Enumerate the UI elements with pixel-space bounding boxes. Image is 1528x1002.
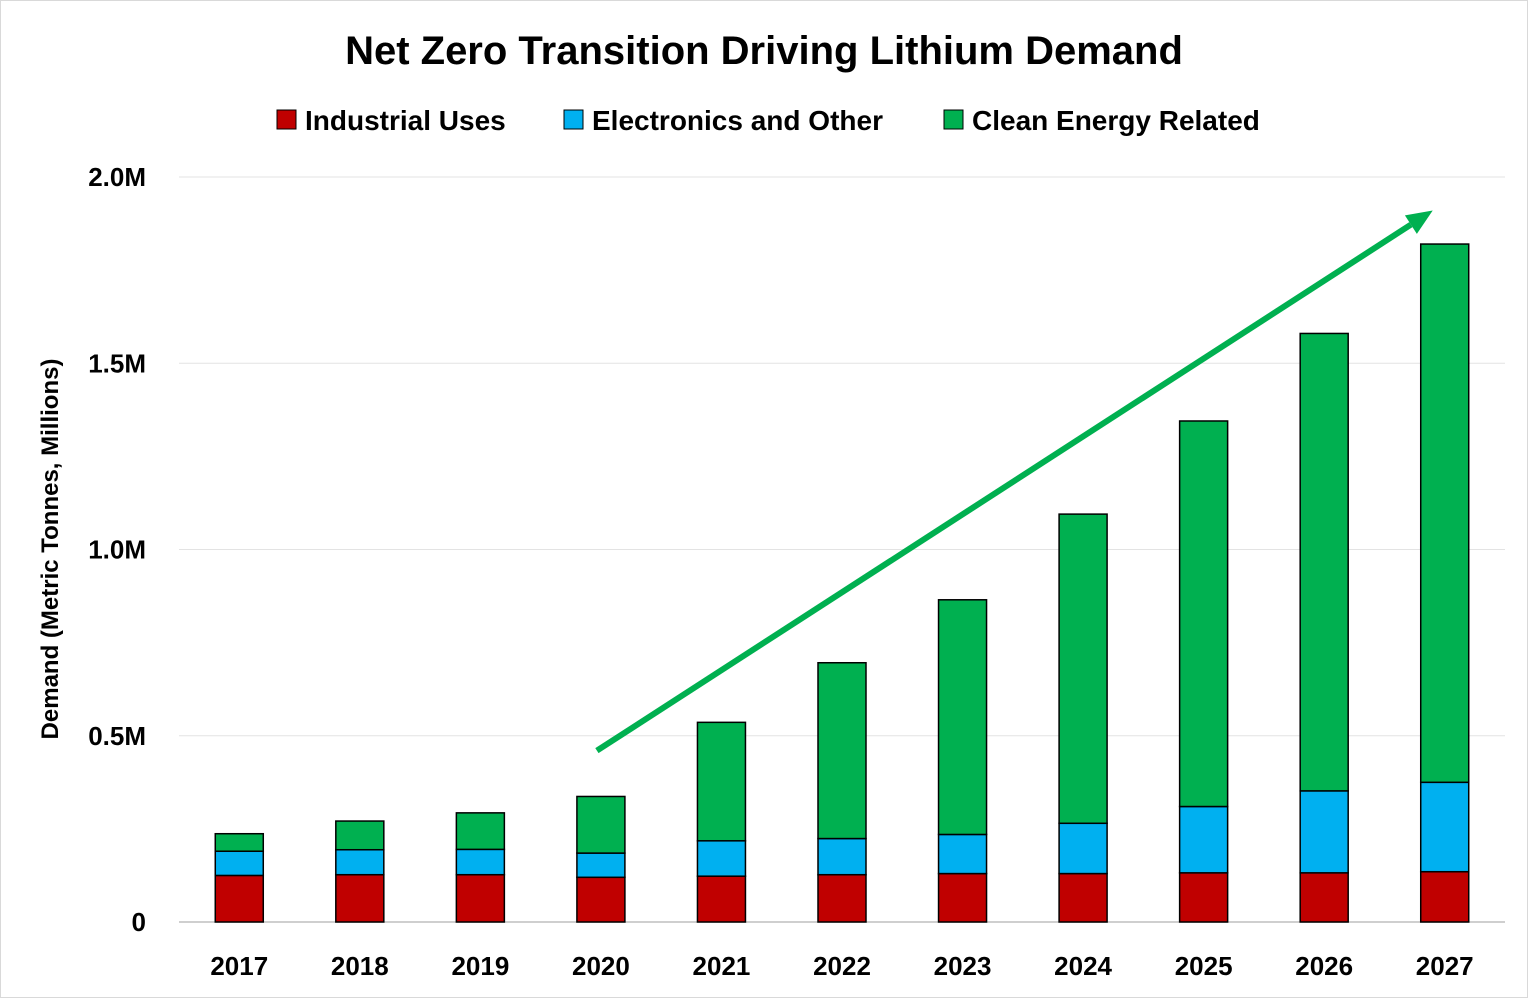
bar-segment-clean-energy-related [1058,513,1108,825]
bar-segment-industrial-uses [335,873,385,923]
x-tick-label: 2024 [1054,951,1112,981]
bar-segment-electronics-and-other [817,837,867,876]
y-tick-label: 1.5M [88,348,146,378]
bar-stack-2027 [1419,243,1470,923]
bar-segment-clean-energy-related [1178,420,1229,808]
y-tick-label: 0 [132,907,146,937]
bar-segment-industrial-uses [1058,872,1108,923]
bar-segment-electronics-and-other [1178,805,1229,874]
bar-segment-industrial-uses [214,874,265,923]
x-tick-label: 2022 [813,951,871,981]
bar-segment-clean-energy-related [214,832,265,852]
bar-stack-2026 [1299,332,1349,923]
bar-segment-industrial-uses [1178,872,1229,923]
bar-segment-clean-energy-related [1419,243,1470,784]
bar-segment-electronics-and-other [696,840,747,877]
legend-item: Clean Energy Related [943,105,1260,136]
bar-stack-2019 [455,812,506,923]
legend-swatch [943,109,964,130]
legend-swatch [276,109,297,130]
x-tick-label: 2025 [1175,951,1233,981]
y-tick-label: 2.0M [88,162,146,192]
x-tick-label: 2027 [1416,951,1474,981]
x-tick-label: 2019 [451,951,509,981]
bar-segment-electronics-and-other [937,833,988,875]
bar-stack-2022 [817,661,867,923]
bar-stacks [214,243,1470,923]
bar-segment-electronics-and-other [214,850,265,877]
y-tick-label: 0.5M [88,721,146,751]
bar-segment-electronics-and-other [1419,781,1470,873]
bar-segment-clean-energy-related [576,795,626,854]
chart-title: Net Zero Transition Driving Lithium Dema… [345,29,1183,73]
x-tick-label: 2020 [572,951,630,981]
bar-segment-electronics-and-other [455,848,506,876]
y-axis-ticks: 0 0.5M 1.0M 1.5M 2.0M [88,162,146,937]
y-axis-label: Demand (Metric Tonnes, Millions) [37,359,64,740]
bar-stack-2018 [335,820,385,923]
x-tick-label: 2026 [1295,951,1353,981]
legend: Industrial Uses Electronics and Other Clea… [276,105,1260,136]
legend-label: Electronics and Other [592,105,883,136]
y-tick-label: 1.0M [88,535,146,565]
bar-segment-industrial-uses [576,876,626,923]
bar-segment-clean-energy-related [696,721,747,842]
legend-label: Clean Energy Related [972,105,1260,136]
x-tick-label: 2017 [210,951,268,981]
bar-stack-2020 [576,795,626,923]
trend-annotation [595,210,1433,754]
legend-label: Industrial Uses [305,105,506,136]
bar-stack-2025 [1178,420,1229,923]
bar-segment-industrial-uses [937,872,988,923]
x-tick-label: 2021 [693,951,751,981]
bar-segment-electronics-and-other [1058,822,1108,875]
bar-segment-industrial-uses [696,875,747,923]
bar-stack-2024 [1058,513,1108,923]
bar-segment-clean-energy-related [335,820,385,851]
bar-segment-industrial-uses [455,873,506,923]
bar-segment-electronics-and-other [576,852,626,879]
x-tick-label: 2018 [331,951,389,981]
bar-segment-industrial-uses [1419,870,1470,923]
bar-stack-2021 [696,721,747,923]
bar-stack-2023 [937,599,988,923]
bar-segment-industrial-uses [817,873,867,923]
bar-segment-clean-energy-related [1299,332,1349,792]
x-axis-ticks: 2017 2018 2019 2020 2021 2022 2023 2024 2025 2026… [210,951,1473,981]
bar-segment-electronics-and-other [335,848,385,876]
trend-arrow-head [1404,210,1433,234]
bar-segment-electronics-and-other [1299,790,1349,874]
bar-segment-clean-energy-related [455,812,506,851]
trend-arrow-shaft [595,222,1413,754]
legend-swatch [563,109,584,130]
legend-item: Electronics and Other [563,105,883,136]
bar-segment-clean-energy-related [817,661,867,840]
bar-stack-2017 [214,832,265,923]
x-tick-label: 2023 [934,951,992,981]
bar-segment-industrial-uses [1299,872,1349,923]
bar-segment-clean-energy-related [937,599,988,836]
legend-item: Industrial Uses [276,105,506,136]
